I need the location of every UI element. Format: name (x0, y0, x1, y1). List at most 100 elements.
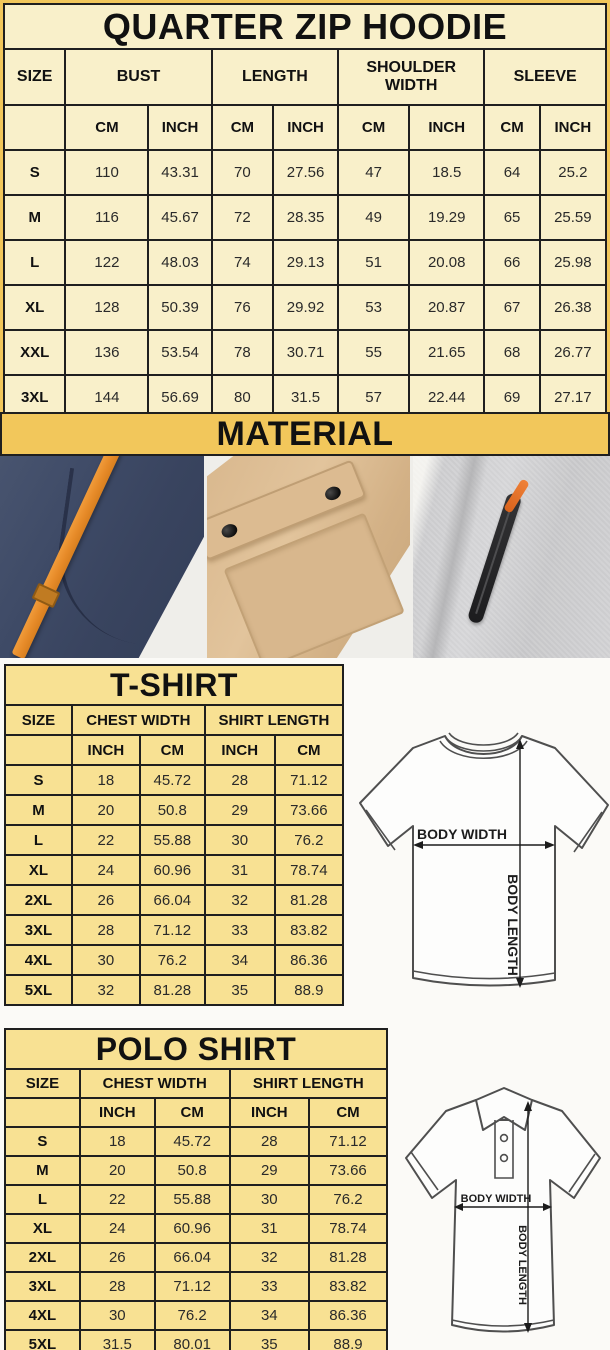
value-cell: 31 (203, 854, 276, 886)
value-cell: 33 (228, 1271, 311, 1302)
value-cell: 29 (228, 1155, 311, 1186)
value-cell: 32 (70, 974, 141, 1006)
value-cell: 73.66 (308, 1155, 388, 1186)
polo-size-chart-section: POLO SHIRT SIZE CHEST WIDTH SHIRT LENGTH… (0, 1018, 610, 1350)
size-cell: L (4, 1184, 81, 1215)
size-cell: L (2, 239, 67, 286)
hoodie-units-row: CM INCH CM INCH CM INCH CM INCH (2, 104, 608, 151)
value-cell: 86.36 (273, 944, 345, 976)
tshirt-title: T-SHIRT (4, 664, 344, 706)
value-cell: 45.67 (147, 194, 213, 241)
value-cell: 136 (64, 329, 150, 376)
value-cell: 128 (64, 284, 150, 331)
body-width-label: BODY WIDTH (461, 1193, 532, 1205)
size-cell: L (4, 824, 73, 856)
col-header-chest-width: CHEST WIDTH (70, 704, 206, 736)
value-cell: 50.39 (147, 284, 213, 331)
col-header-bust: BUST (64, 48, 213, 106)
value-cell: 65 (483, 194, 541, 241)
value-cell: 71.12 (308, 1126, 388, 1157)
table-row: 5XL 31.5 80.01 35 88.9 (4, 1329, 388, 1350)
empty-cell (4, 1097, 81, 1128)
size-cell: 4XL (4, 1300, 81, 1331)
table-row: S 18 45.72 28 71.12 (4, 1126, 388, 1157)
value-cell: 71.12 (138, 914, 206, 946)
value-cell: 18 (78, 1126, 156, 1157)
size-cell: 2XL (4, 1242, 81, 1273)
value-cell: 32 (228, 1242, 311, 1273)
size-cell: 3XL (4, 1271, 81, 1302)
value-cell: 76.2 (273, 824, 345, 856)
unit-inch: INCH (538, 104, 608, 151)
unit-cm: CM (138, 734, 206, 766)
value-cell: 19.29 (408, 194, 486, 241)
table-row: XL 24 60.96 31 78.74 (4, 1213, 388, 1244)
size-cell: 4XL (4, 944, 73, 976)
value-cell: 22 (78, 1184, 156, 1215)
value-cell: 60.96 (153, 1213, 231, 1244)
unit-cm: CM (308, 1097, 388, 1128)
value-cell: 26.38 (538, 284, 608, 331)
value-cell: 20.87 (408, 284, 486, 331)
tshirt-size-chart-section: T-SHIRT SIZE CHEST WIDTH SHIRT LENGTH IN… (0, 658, 610, 1018)
value-cell: 53.54 (147, 329, 213, 376)
value-cell: 25.59 (538, 194, 608, 241)
unit-inch: INCH (203, 734, 276, 766)
body-length-label: BODY LENGTH (505, 874, 521, 976)
value-cell: 20 (70, 794, 141, 826)
value-cell: 66 (483, 239, 541, 286)
unit-cm: CM (337, 104, 411, 151)
value-cell: 28 (70, 914, 141, 946)
material-section-title: MATERIAL (0, 412, 610, 456)
table-row: L 22 55.88 30 76.2 (4, 1184, 388, 1215)
value-cell: 30.71 (272, 329, 340, 376)
value-cell: 47 (337, 149, 411, 196)
value-cell: 74 (210, 239, 275, 286)
value-cell: 66.04 (153, 1242, 231, 1273)
value-cell: 29.13 (272, 239, 340, 286)
value-cell: 66.04 (138, 884, 206, 916)
unit-cm: CM (153, 1097, 231, 1128)
cargo-pocket (207, 456, 410, 658)
tshirt-title-row: T-SHIRT (4, 664, 344, 706)
value-cell: 81.28 (273, 884, 345, 916)
fabric-fold-shadow (415, 456, 491, 658)
value-cell: 78.74 (308, 1213, 388, 1244)
tshirt-units-row: INCH CM INCH CM (4, 734, 345, 766)
value-cell: 35 (228, 1329, 311, 1350)
value-cell: 28 (203, 764, 276, 796)
value-cell: 30 (228, 1184, 311, 1215)
value-cell: 26 (78, 1242, 156, 1273)
value-cell: 122 (64, 239, 150, 286)
value-cell: 20 (78, 1155, 156, 1186)
value-cell: 68 (483, 329, 541, 376)
value-cell: 34 (228, 1300, 311, 1331)
value-cell: 53 (337, 284, 411, 331)
col-header-size: SIZE (4, 704, 73, 736)
value-cell: 24 (70, 854, 141, 886)
value-cell: 33 (203, 914, 276, 946)
value-cell: 18 (70, 764, 141, 796)
value-cell: 83.82 (273, 914, 345, 946)
table-row: M 20 50.8 29 73.66 (4, 794, 345, 826)
table-row: S 110 43.31 70 27.56 47 18.5 64 25.2 (2, 149, 608, 196)
col-header-size: SIZE (4, 1068, 81, 1099)
value-cell: 29 (203, 794, 276, 826)
col-header-shirt-length: SHIRT LENGTH (228, 1068, 389, 1099)
size-cell: XL (4, 854, 73, 886)
size-cell: XXL (2, 329, 67, 376)
value-cell: 71.12 (273, 764, 345, 796)
value-cell: 21.65 (408, 329, 486, 376)
value-cell: 29.92 (272, 284, 340, 331)
col-header-chest-width: CHEST WIDTH (78, 1068, 231, 1099)
value-cell: 20.08 (408, 239, 486, 286)
value-cell: 83.82 (308, 1271, 388, 1302)
value-cell: 18.5 (408, 149, 486, 196)
hoodie-size-table: QUARTER ZIP HOODIE SIZE BUST LENGTH SHOU… (2, 3, 608, 421)
snap-button (219, 521, 240, 540)
size-cell: M (4, 794, 73, 826)
polo-units-row: INCH CM INCH CM (4, 1097, 388, 1128)
value-cell: 80.01 (153, 1329, 231, 1350)
size-cell: 5XL (4, 974, 73, 1006)
